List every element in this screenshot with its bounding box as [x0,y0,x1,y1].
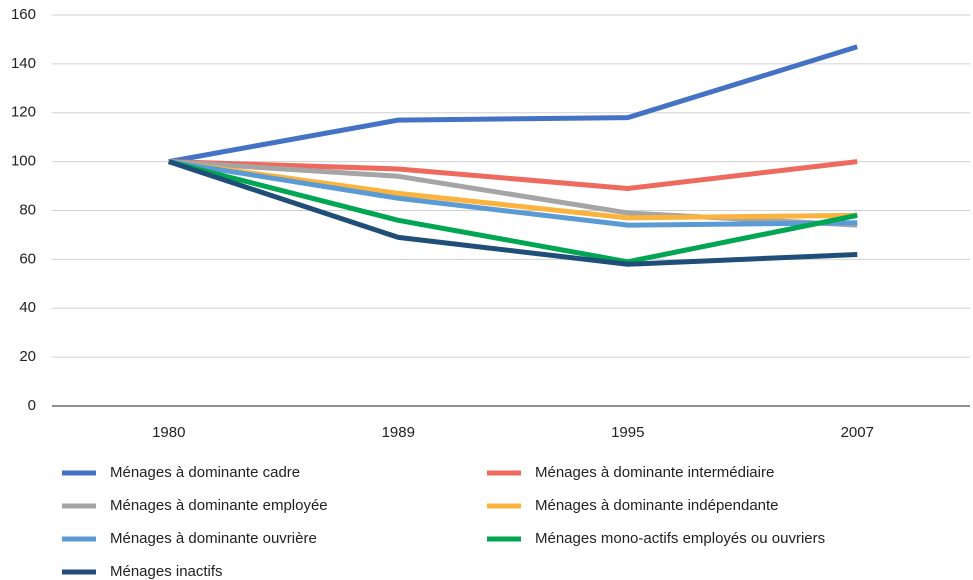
y-tick-label: 160 [11,6,36,23]
series-line [167,159,858,267]
legend-label: Ménages mono-actifs employés ou ouvriers [535,530,825,547]
legend-label: Ménages inactifs [110,563,223,580]
series-line [168,159,858,228]
legend-label: Ménages à dominante cadre [110,464,300,481]
y-tick-label: 20 [19,348,36,365]
legend-label: Ménages à dominante ouvrière [110,530,317,547]
legend-label: Ménages à dominante indépendante [535,497,779,514]
series-line [168,159,858,265]
x-tick-label: 1980 [152,424,185,441]
series-line [168,44,858,165]
y-tick-label: 80 [19,201,36,218]
x-tick-label: 1995 [611,424,644,441]
legend-label: Ménages à dominante employée [110,497,328,514]
series-line [168,159,858,192]
y-tick-label: 100 [11,153,36,170]
y-tick-label: 60 [19,250,36,267]
y-tick-label: 140 [11,55,36,72]
y-tick-label: 0 [28,397,36,414]
x-tick-label: 1989 [382,424,415,441]
legend-label: Ménages à dominante intermédiaire [535,464,774,481]
x-tick-label: 2007 [841,424,874,441]
y-tick-label: 40 [19,299,36,316]
y-tick-label: 120 [11,104,36,121]
